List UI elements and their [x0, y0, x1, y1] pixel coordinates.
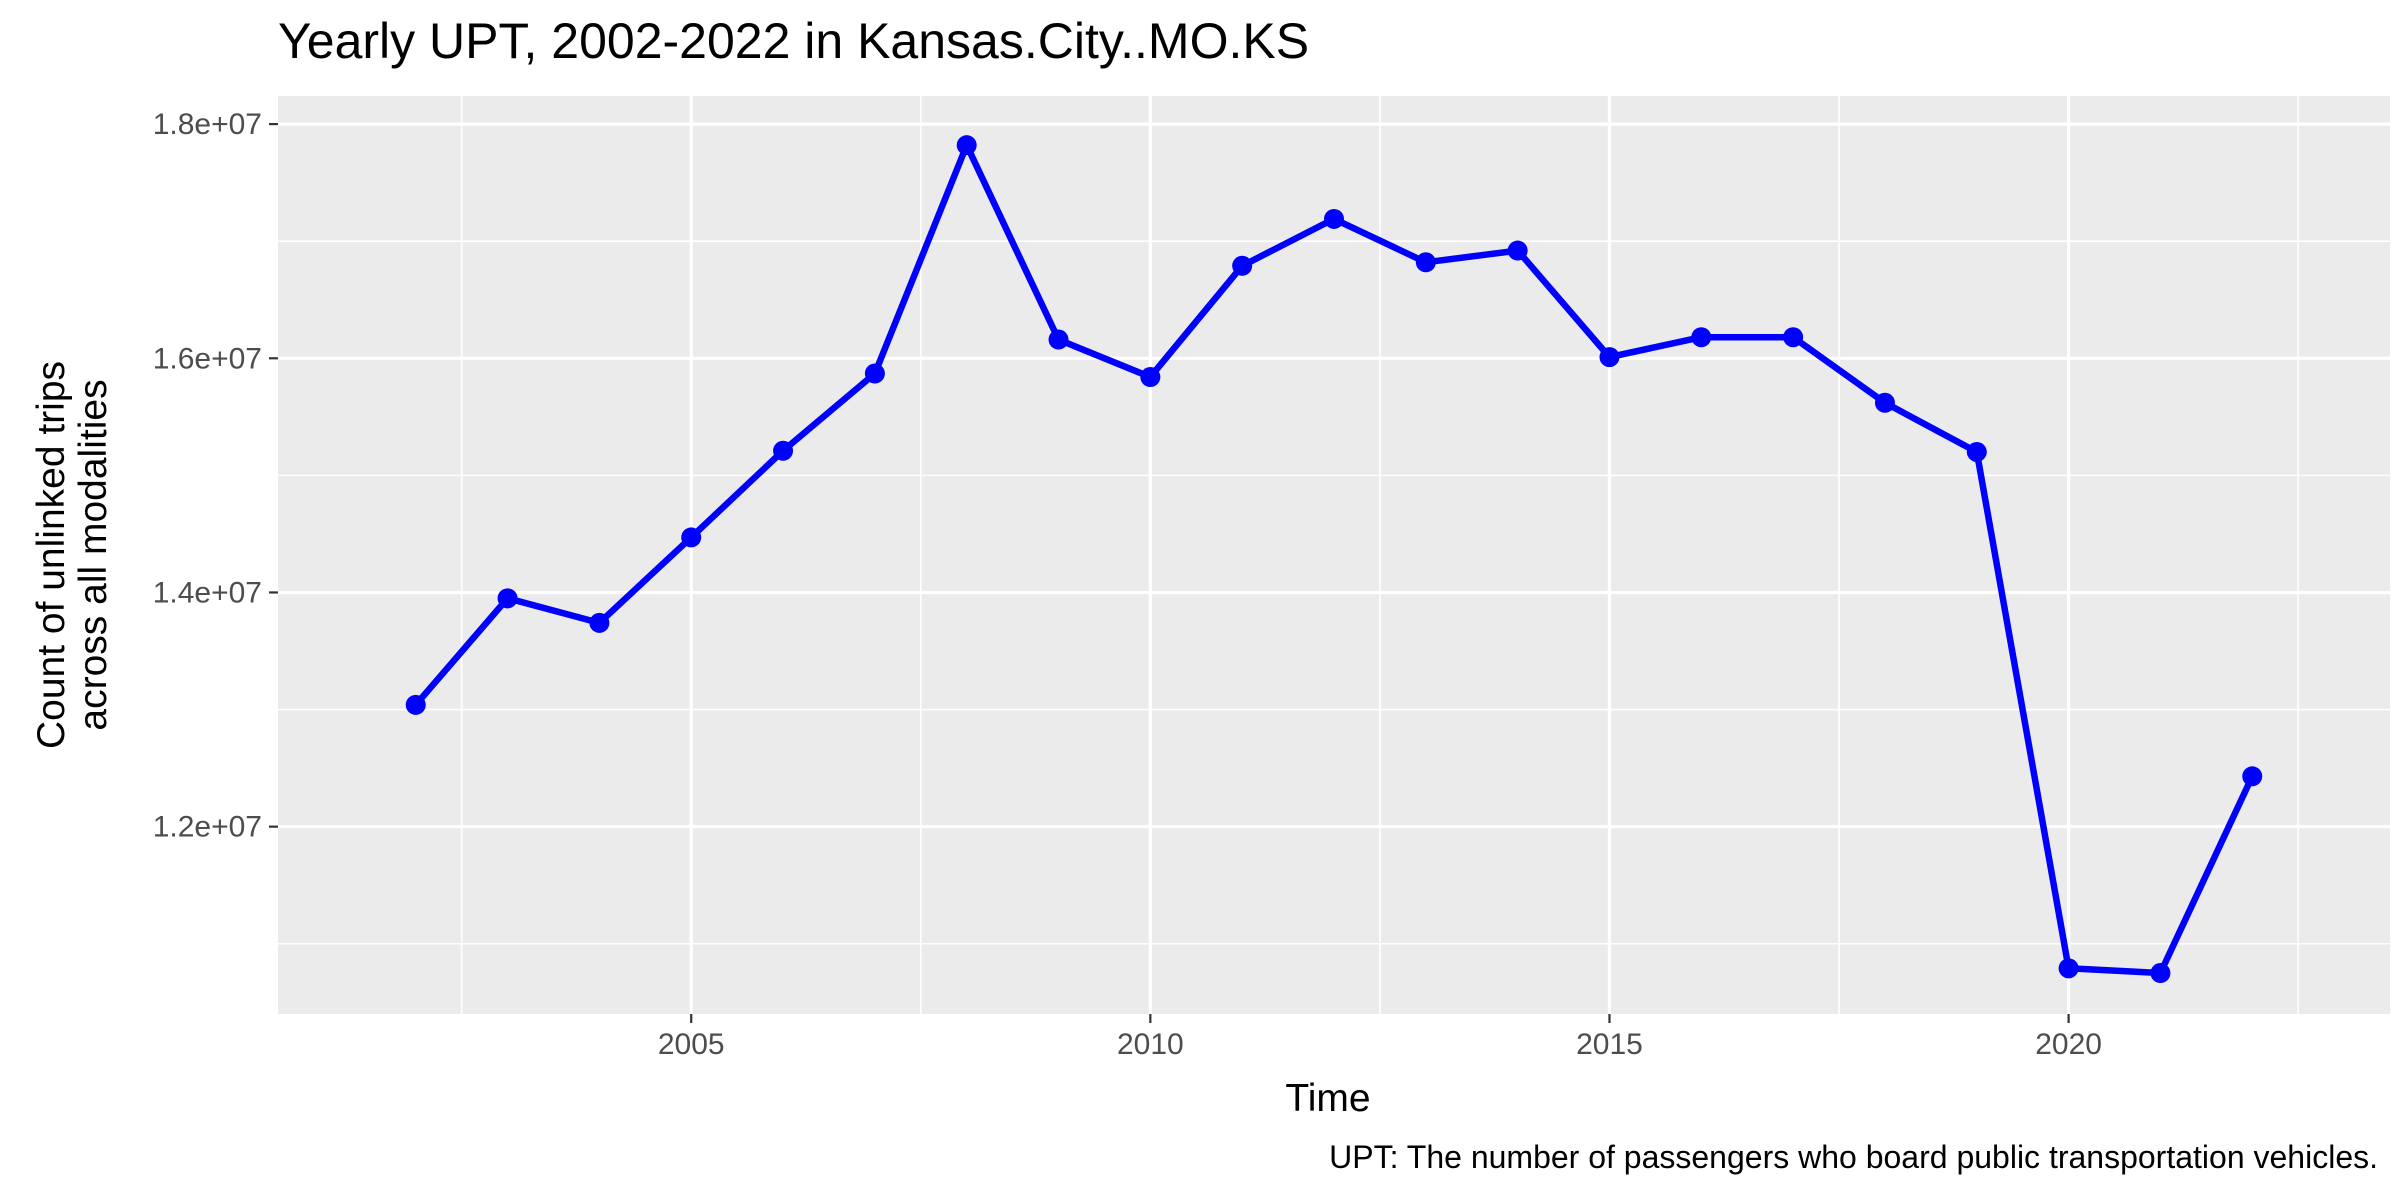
x-tick-label-0: 2005	[658, 1028, 725, 1061]
data-point-2009	[1048, 329, 1069, 350]
x-tick-label-3: 2020	[2035, 1028, 2102, 1061]
data-point-2015	[1599, 347, 1620, 368]
data-point-2012	[1324, 208, 1344, 229]
y-tick-label-3: 1.8e+07	[153, 108, 262, 141]
y-tick-label-2: 1.6e+07	[153, 342, 262, 375]
series-points	[405, 135, 2263, 984]
x-tick-label-2: 2015	[1576, 1028, 1643, 1061]
x-axis-title: Time	[1285, 1077, 1370, 1120]
y-axis-title: Count of unlinked trips across all modal…	[30, 361, 115, 749]
data-point-2008	[956, 135, 977, 156]
data-point-2007	[864, 363, 885, 384]
data-point-2013	[1415, 252, 1436, 273]
grid-major	[278, 96, 2390, 1014]
chart-caption: UPT: The number of passengers who board …	[1329, 1139, 2378, 1175]
data-point-2003	[497, 588, 518, 609]
data-point-2019	[1966, 441, 1987, 462]
data-point-2011	[1232, 255, 1253, 276]
data-point-2005	[681, 527, 702, 548]
y-tick-label-1: 1.4e+07	[153, 576, 262, 609]
data-point-2016	[1691, 327, 1712, 348]
data-point-2021	[2150, 963, 2171, 984]
data-point-2020	[2058, 958, 2079, 979]
chart-title: Yearly UPT, 2002-2022 in Kansas.City..MO…	[278, 13, 1309, 69]
data-point-2010	[1140, 367, 1161, 388]
data-point-2002	[405, 694, 426, 715]
data-point-2018	[1874, 392, 1895, 413]
y-tick-label-0: 1.2e+07	[153, 811, 262, 844]
data-point-2022	[2242, 766, 2263, 787]
grid-minor	[278, 96, 2390, 1014]
y-axis-title-line-2: across all modalities	[72, 379, 115, 730]
data-point-2006	[773, 440, 794, 461]
data-point-2014	[1507, 240, 1528, 261]
y-axis: 1.2e+07 1.4e+07 1.6e+07 1.8e+07	[153, 108, 278, 844]
x-tick-label-1: 2010	[1117, 1028, 1184, 1061]
y-axis-title-line-1: Count of unlinked trips	[30, 361, 73, 749]
data-point-2004	[589, 612, 610, 633]
x-axis: 2005 2010 2015 2020	[658, 1014, 2102, 1061]
plot-panel	[278, 96, 2390, 1014]
data-point-2017	[1783, 327, 1804, 348]
